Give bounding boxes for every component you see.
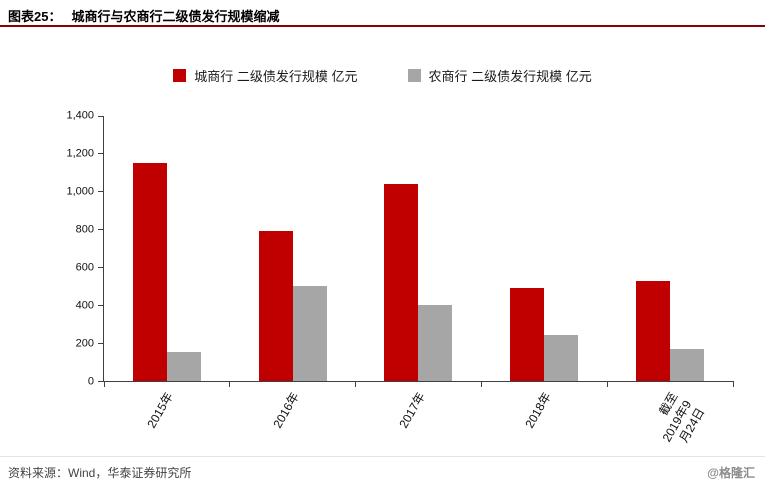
y-tick-mark bbox=[98, 266, 104, 268]
y-axis-label: 0 bbox=[87, 375, 94, 388]
watermark: @格隆汇 bbox=[707, 466, 755, 480]
y-axis-label: 1,000 bbox=[66, 185, 94, 198]
bar-group-1 bbox=[230, 116, 356, 381]
y-tick-mark bbox=[98, 342, 104, 344]
x-tick-mark bbox=[732, 381, 734, 387]
y-axis: 0 200 400 600 800 1,000 1,200 1,400 bbox=[0, 110, 94, 387]
y-tick-mark bbox=[98, 153, 104, 155]
bar-series-1-cat-0 bbox=[166, 351, 201, 381]
bar-series-0-cat-0 bbox=[132, 163, 167, 381]
bar-series-0-cat-1 bbox=[258, 231, 293, 381]
bar-group-3 bbox=[481, 116, 607, 381]
x-axis-label-4: 截至 2019年9 月24日 bbox=[655, 390, 708, 445]
bar-series-0-cat-3 bbox=[510, 288, 545, 381]
y-tick-mark bbox=[98, 191, 104, 193]
x-axis-labels: 2015年 2016年 2017年 2018年 截至 2019年9 月24日 bbox=[0, 388, 765, 460]
x-axis-label-2: 2017年 bbox=[396, 390, 429, 431]
figure-label: 图表25： bbox=[8, 9, 62, 24]
y-tick-mark bbox=[98, 115, 104, 117]
x-tick-mark bbox=[355, 381, 357, 387]
bar-group-2 bbox=[356, 116, 482, 381]
legend-swatch-0 bbox=[173, 69, 187, 82]
y-axis-label: 800 bbox=[75, 223, 94, 236]
bar-group-0 bbox=[104, 116, 230, 381]
x-tick-mark bbox=[606, 381, 608, 387]
legend-item-1: 农商行 二级债发行规模 亿元 bbox=[407, 66, 592, 85]
plot-area bbox=[98, 115, 734, 387]
y-axis-label: 200 bbox=[75, 337, 94, 350]
source-note: 资料来源：Wind，华泰证券研究所 bbox=[8, 466, 192, 480]
x-axis-label-0: 2015年 bbox=[144, 390, 177, 431]
y-axis-label: 1,200 bbox=[66, 147, 94, 160]
bar-series-0-cat-4 bbox=[636, 280, 671, 381]
bar-group-4 bbox=[607, 116, 733, 381]
bar-series-1-cat-3 bbox=[544, 334, 579, 381]
y-tick-mark bbox=[98, 304, 104, 306]
title-divider bbox=[0, 25, 765, 27]
bar-series-0-cat-2 bbox=[384, 184, 419, 381]
bar-series-1-cat-4 bbox=[670, 348, 705, 381]
y-axis-label: 400 bbox=[75, 299, 94, 312]
legend-label-0: 城商行 二级债发行规模 亿元 bbox=[194, 69, 358, 84]
x-tick-mark bbox=[480, 381, 482, 387]
chart-legend: 城商行 二级债发行规模 亿元 农商行 二级债发行规模 亿元 bbox=[0, 66, 765, 85]
y-tick-mark bbox=[98, 380, 104, 382]
y-tick-mark bbox=[98, 229, 104, 231]
x-axis-label-3: 2018年 bbox=[522, 390, 555, 431]
figure-title: 城商行与农商行二级债发行规模缩减 bbox=[71, 9, 280, 24]
bar-series-1-cat-1 bbox=[292, 286, 327, 381]
y-axis-label: 600 bbox=[75, 261, 94, 274]
legend-label-1: 农商行 二级债发行规模 亿元 bbox=[428, 69, 592, 84]
x-tick-mark bbox=[103, 381, 105, 387]
legend-item-0: 城商行 二级债发行规模 亿元 bbox=[173, 66, 358, 85]
figure-header: 图表25： 城商行与农商行二级债发行规模缩减 bbox=[8, 6, 279, 25]
y-axis-label: 1,400 bbox=[66, 109, 94, 122]
x-tick-mark bbox=[229, 381, 231, 387]
legend-swatch-1 bbox=[407, 69, 421, 82]
x-axis-label-1: 2016年 bbox=[270, 390, 303, 431]
bar-series-1-cat-2 bbox=[418, 305, 453, 381]
footer-divider bbox=[0, 456, 765, 457]
